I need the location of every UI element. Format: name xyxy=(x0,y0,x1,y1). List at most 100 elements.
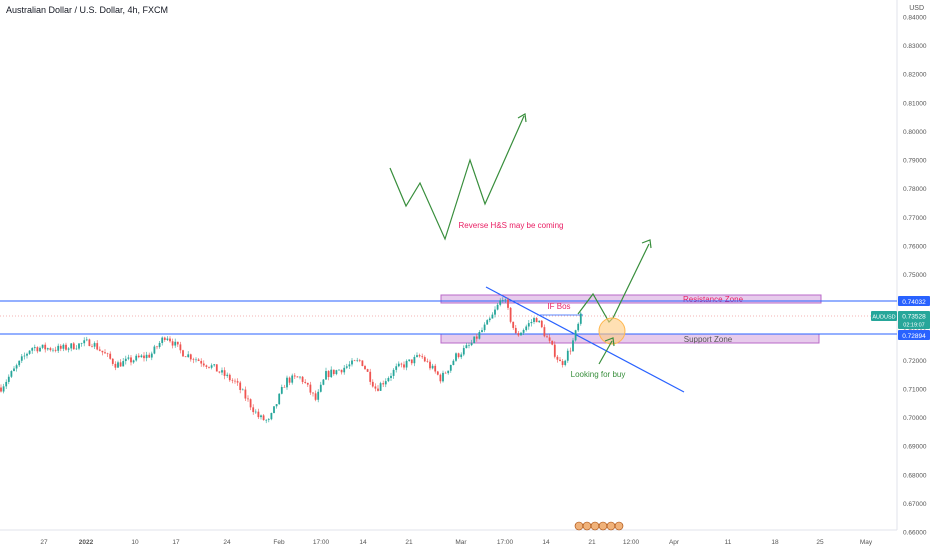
x-tick-label: 14 xyxy=(542,539,550,546)
resistance-zone[interactable] xyxy=(440,294,822,304)
candle-body xyxy=(371,381,374,387)
candle-body xyxy=(559,359,561,362)
candle-body xyxy=(158,342,161,348)
candle-body xyxy=(153,346,156,354)
x-tick-label: 17 xyxy=(172,539,180,546)
candle-body xyxy=(577,323,580,331)
candle-body xyxy=(288,377,291,383)
support-zone[interactable] xyxy=(440,333,820,344)
x-tick-label: 27 xyxy=(40,539,48,546)
support-zone-label: Support Zone xyxy=(684,335,733,344)
candle-body xyxy=(174,341,177,346)
x-axis-ticks: 27 2022 10 17 24 Feb 17:00 14 21 Mar 17:00 14 21 12:0… xyxy=(40,539,873,546)
candle-body xyxy=(13,368,15,372)
candle-body xyxy=(72,343,75,350)
candle-body xyxy=(553,344,556,357)
y-tick-label: 0.68000 xyxy=(903,472,927,479)
candle-body xyxy=(143,355,145,359)
candle-body xyxy=(46,348,49,350)
y-tick-label: 0.82000 xyxy=(903,72,927,79)
candle-body xyxy=(75,348,78,350)
svg-text:AUDUSD: AUDUSD xyxy=(872,315,895,321)
y-tick-label: 0.69000 xyxy=(903,444,927,451)
candle-body xyxy=(504,299,507,301)
candle-body xyxy=(304,381,307,383)
candle-body xyxy=(527,323,530,327)
candle-body xyxy=(499,300,502,305)
candle-body xyxy=(213,364,216,366)
candle-body xyxy=(478,331,481,339)
candle-body xyxy=(525,326,528,330)
candle-body xyxy=(221,370,223,373)
candle-body xyxy=(426,361,429,362)
candle-body xyxy=(101,350,104,353)
resistance-zone-label: Resistance Zone xyxy=(683,295,744,304)
candle-body xyxy=(195,359,197,361)
candle-body xyxy=(358,360,361,361)
candle-body xyxy=(257,411,260,418)
if-bos-label: IF Bos xyxy=(547,302,570,311)
candle-body xyxy=(80,343,83,344)
candle-body xyxy=(561,361,564,365)
buy-arrow xyxy=(598,340,613,365)
trend-line[interactable] xyxy=(485,286,685,393)
candle-body xyxy=(83,340,86,344)
candle-body xyxy=(343,367,346,373)
candle-body xyxy=(210,365,213,368)
candle-body xyxy=(351,360,353,365)
candle-body xyxy=(322,379,325,385)
candle-body xyxy=(254,411,257,413)
candle-body xyxy=(171,341,174,346)
candle-body xyxy=(234,380,236,382)
candle-body xyxy=(98,349,101,351)
y-tick-label: 0.81000 xyxy=(903,100,927,107)
candle-body xyxy=(309,384,312,393)
y-tick-label: 0.67000 xyxy=(903,501,927,508)
candle-body xyxy=(473,336,476,344)
candle-body xyxy=(468,345,470,346)
candle-body xyxy=(59,345,62,349)
y-tick-label: 0.76000 xyxy=(903,243,927,250)
candle-body xyxy=(145,354,148,359)
x-tick-label: May xyxy=(860,539,873,546)
candle-body xyxy=(135,355,138,361)
candle-body xyxy=(91,346,93,347)
x-tick-label: Mar xyxy=(455,539,467,546)
candle-body xyxy=(496,304,499,310)
candle-body xyxy=(447,370,450,374)
candle-body xyxy=(122,361,125,367)
candle-body xyxy=(127,357,130,359)
candle-body xyxy=(530,321,533,324)
candle-body xyxy=(299,376,301,378)
candle-body xyxy=(44,344,47,350)
candle-body xyxy=(369,371,372,382)
candle-body xyxy=(7,376,10,382)
candles-group xyxy=(0,297,582,424)
candle-body xyxy=(382,383,385,385)
candle-body xyxy=(283,387,286,388)
candle-body xyxy=(197,359,200,361)
projection-up-path xyxy=(612,243,650,319)
reverse-hs-arrowhead xyxy=(517,113,527,123)
candle-body xyxy=(291,375,294,383)
candle-body xyxy=(569,350,572,352)
candle-body xyxy=(520,332,522,336)
candle-body xyxy=(260,415,262,418)
candle-body xyxy=(200,360,203,364)
candle-body xyxy=(5,381,8,387)
current-price-tag: AUDUSD 0.73528 02:19:07 xyxy=(871,311,930,329)
y-axis-ticks: 0.84000 0.83000 0.82000 0.81000 0.80000 0.790… xyxy=(903,15,927,537)
candle-body xyxy=(247,398,249,400)
level-tag-resistance: 0.74032 xyxy=(898,296,930,306)
candle-body xyxy=(78,343,80,349)
buy-area-circle[interactable] xyxy=(598,317,626,345)
economic-event-icons[interactable] xyxy=(574,521,624,531)
candle-body xyxy=(319,384,322,392)
candle-body xyxy=(483,324,486,331)
candle-body xyxy=(377,388,379,391)
candle-body xyxy=(332,369,335,375)
candle-body xyxy=(312,392,314,394)
candle-body xyxy=(457,353,460,358)
candle-body xyxy=(566,350,569,361)
